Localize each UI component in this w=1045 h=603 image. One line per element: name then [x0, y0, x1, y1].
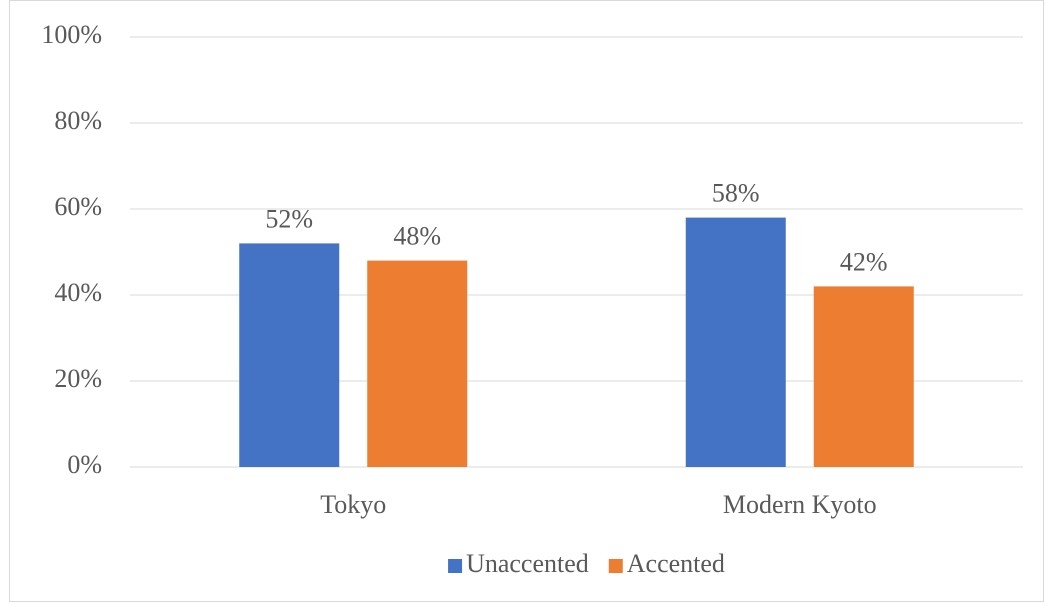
legend-label: Accented [627, 549, 725, 578]
data-label: 42% [840, 247, 888, 276]
y-tick-label: 80% [54, 106, 102, 135]
bar [685, 217, 786, 467]
y-tick-label: 60% [54, 192, 102, 221]
data-label: 52% [265, 204, 313, 233]
data-label: 58% [712, 179, 760, 208]
bar [367, 260, 468, 467]
legend-swatch [608, 559, 623, 573]
bar [813, 286, 914, 467]
y-tick-label: 40% [54, 278, 102, 307]
y-tick-label: 20% [54, 364, 102, 393]
bar [239, 243, 340, 467]
x-tick-label: Modern Kyoto [723, 490, 877, 519]
x-tick-label: Tokyo [320, 490, 386, 519]
legend-label: Unaccented [466, 549, 589, 578]
y-tick-label: 100% [41, 20, 102, 49]
legend-swatch [448, 559, 463, 573]
data-label: 48% [393, 222, 441, 251]
y-tick-label: 0% [67, 450, 102, 479]
